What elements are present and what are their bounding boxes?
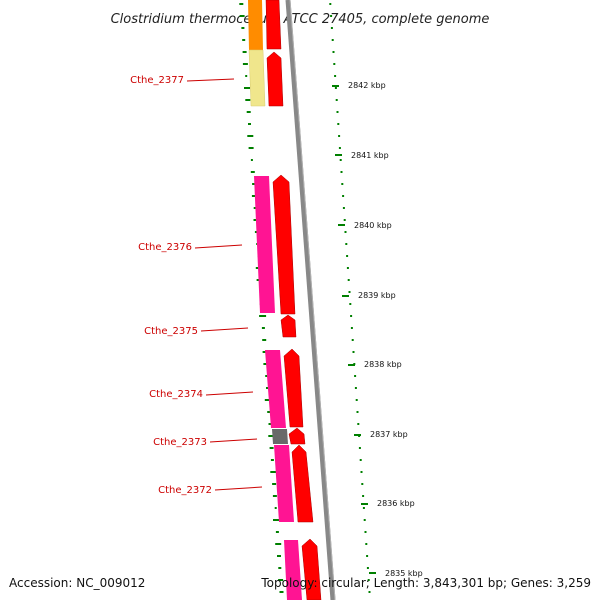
cds-arrow-cthe-2372[interactable] [291,444,314,523]
cds-arrow-cthe-2376[interactable] [272,174,296,315]
gene-label[interactable]: Cthe_2374 [149,389,203,400]
gene-label-group[interactable]: Cthe_2376 [138,242,243,253]
gc-skew-track [329,3,371,593]
accession-text: Accession: NC_009012 [9,576,146,590]
kbp-tick: 2836 kbp [361,499,415,508]
kbp-tick-label: 2835 kbp [385,569,423,578]
gene-label-group[interactable]: Cthe_2373 [153,437,258,448]
kbp-tick: 2841 kbp [335,151,389,160]
cds-arrow[interactable] [265,0,282,50]
kbp-tick-label: 2842 kbp [348,81,386,90]
map-title: Clostridium thermocellum ATCC 27405, com… [111,12,490,27]
gene-label-group[interactable]: Cthe_2372 [158,485,263,496]
kbp-tick-label: 2837 kbp [370,430,408,439]
feature-block-orange[interactable] [248,0,263,50]
gene-label[interactable]: Cthe_2375 [144,326,198,337]
feature-block-cthe-2374[interactable] [265,350,286,428]
gene-label[interactable]: Cthe_2372 [158,485,212,496]
cds-arrow-cthe-2377[interactable] [266,51,284,107]
feature-block-cthe-2373[interactable] [272,429,288,444]
gene-label-group[interactable]: Cthe_2377 [130,75,235,86]
genome-backbone [285,0,336,600]
cds-arrow[interactable] [301,538,322,600]
feature-block-pink[interactable] [284,540,302,600]
cds-arrow-cthe-2374[interactable] [283,348,304,428]
gene-label-group[interactable]: Cthe_2374 [149,389,254,400]
gene-label-group[interactable]: Cthe_2375 [144,326,249,337]
cds-arrow-cthe-2375[interactable] [280,314,297,338]
gene-label[interactable]: Cthe_2376 [138,242,192,253]
feature-track [248,0,302,600]
genome-backbone-highlight [289,0,336,600]
topology-text: Topology: circular; Length: 3,843,301 bp… [261,576,591,590]
gene-label[interactable]: Cthe_2377 [130,75,184,86]
kbp-tick-label: 2839 kbp [358,291,396,300]
kbp-tick-label: 2841 kbp [351,151,389,160]
cds-arrow-cthe-2373[interactable] [288,427,306,445]
kbp-tick: 2839 kbp [342,291,396,300]
gene-label[interactable]: Cthe_2373 [153,437,207,448]
kbp-tick: 2838 kbp [348,360,402,369]
kbp-tick-label: 2836 kbp [377,499,415,508]
kbp-tick-label: 2840 kbp [354,221,392,230]
feature-block-cthe-2372[interactable] [274,445,294,522]
kbp-tick-label: 2838 kbp [364,360,402,369]
feature-block-yellow[interactable] [248,49,266,107]
gene-labels: Cthe_2377 Cthe_2376 Cthe_2375 Cthe_2374 … [130,75,263,496]
kbp-tick: 2835 kbp [369,569,423,578]
kbp-tick: 2840 kbp [338,221,392,230]
feature-block-cthe-2376[interactable] [254,176,275,313]
cds-track [265,0,322,600]
kbp-tick: 2837 kbp [354,430,408,439]
kbp-tick: 2842 kbp [332,81,386,90]
kbp-scale: 2842 kbp 2841 kbp 2840 kbp 2839 kbp 2838… [332,81,423,578]
